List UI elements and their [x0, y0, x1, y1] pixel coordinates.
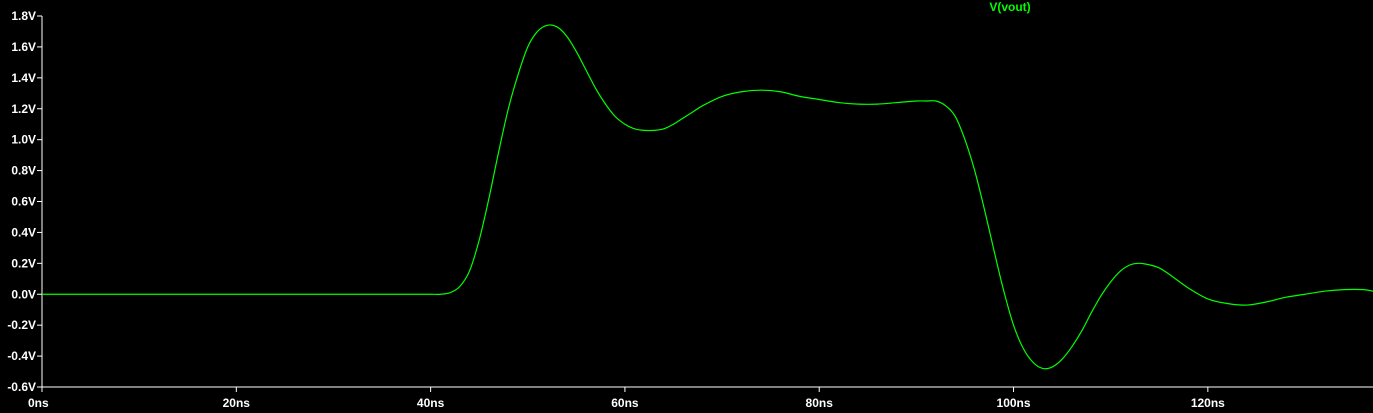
y-tick-label: 0.4V — [11, 225, 36, 239]
y-tick-label: 1.0V — [11, 133, 36, 147]
y-tick-label: 1.2V — [11, 102, 36, 116]
y-tick-label: -0.4V — [7, 349, 36, 363]
legend-label-vout[interactable]: V(vout) — [989, 0, 1030, 14]
y-tick-label: 0.6V — [11, 195, 36, 209]
x-tick-label: 100ns — [997, 396, 1031, 410]
series-group — [42, 24, 1373, 370]
y-tick-label: -0.6V — [7, 380, 36, 394]
x-tick-label: 120ns — [1191, 396, 1225, 410]
x-axis-ticks: 0ns 20ns 40ns 60ns 80ns 100ns 120ns — [28, 387, 1225, 410]
y-axis-ticks: 1.8V 1.6V 1.4V 1.2V 1.0V 0.8V 0.6V 0.4V 0.2V 0.0V… — [7, 9, 42, 394]
y-tick-label: 1.8V — [11, 9, 36, 23]
x-tick-label: 40ns — [417, 396, 445, 410]
x-tick-label: 0ns — [28, 396, 49, 410]
y-tick-label: -0.2V — [7, 318, 36, 332]
x-tick-label: 80ns — [806, 396, 834, 410]
y-tick-label: 1.6V — [11, 40, 36, 54]
x-tick-label: 60ns — [611, 396, 639, 410]
y-tick-label: 0.8V — [11, 164, 36, 178]
series-line-vout — [42, 24, 1373, 370]
y-tick-label: 0.0V — [11, 287, 36, 301]
y-tick-label: 1.4V — [11, 71, 36, 85]
x-tick-label: 20ns — [223, 396, 251, 410]
y-tick-label: 0.2V — [11, 256, 36, 270]
